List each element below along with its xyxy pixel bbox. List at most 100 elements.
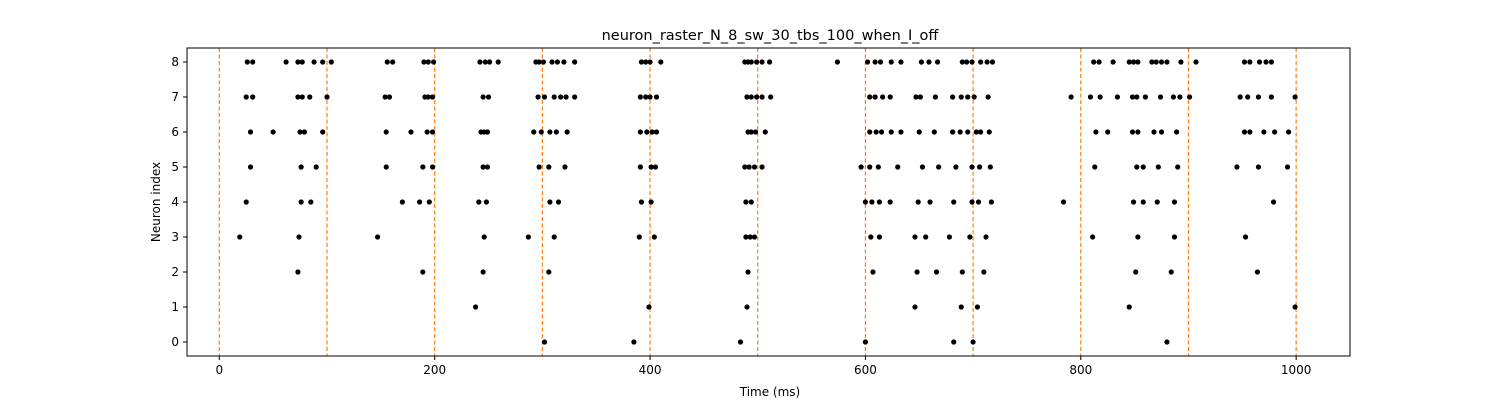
spike-point-n8-64 — [1263, 59, 1269, 65]
spike-point-n8-62 — [1247, 59, 1253, 65]
spike-point-n6-16 — [564, 129, 570, 135]
spike-point-n7-31 — [887, 94, 893, 100]
spike-point-n6-7 — [424, 129, 430, 135]
spike-point-n8-40 — [918, 59, 925, 65]
spike-point-n8-2 — [283, 59, 289, 65]
spike-point-n8-33 — [766, 59, 773, 65]
spike-point-n1-0 — [472, 304, 479, 310]
spike-point-n7-16 — [558, 94, 564, 100]
spike-point-n4-12 — [743, 199, 749, 205]
spike-point-n8-34 — [834, 59, 841, 65]
spike-point-n2-3 — [546, 269, 552, 275]
spike-point-n5-12 — [648, 164, 654, 170]
spike-point-n3-18 — [1090, 234, 1096, 240]
spike-point-n2-10 — [1133, 269, 1139, 275]
spike-point-n2-1 — [420, 269, 426, 275]
spike-point-n7-46 — [1142, 94, 1148, 100]
spike-point-n6-26 — [873, 129, 879, 135]
spike-point-n7-24 — [748, 94, 754, 100]
spike-point-n6-11 — [484, 129, 491, 135]
spike-point-n6-31 — [931, 129, 937, 135]
spike-point-n6-43 — [1158, 129, 1165, 135]
spike-point-n5-26 — [976, 164, 983, 170]
spike-point-n6-44 — [1174, 129, 1180, 135]
spike-point-n1-2 — [744, 304, 750, 310]
spike-point-n8-65 — [1268, 59, 1274, 65]
spike-point-n4-2 — [308, 199, 314, 205]
spike-point-n7-50 — [1186, 94, 1193, 100]
spike-point-n5-17 — [759, 164, 765, 170]
spike-point-n8-59 — [1178, 59, 1184, 65]
spike-point-n2-2 — [480, 269, 486, 275]
spike-point-n2-9 — [981, 269, 987, 275]
spike-point-n5-30 — [1140, 164, 1146, 170]
spike-point-n8-45 — [969, 59, 975, 65]
spike-point-n6-2 — [297, 129, 303, 135]
spike-point-n6-20 — [653, 129, 660, 135]
spike-point-n4-17 — [887, 199, 893, 205]
spike-point-n4-15 — [869, 199, 875, 205]
spike-point-n7-14 — [541, 94, 548, 100]
spike-point-n6-15 — [553, 129, 559, 135]
spike-point-n6-28 — [888, 129, 894, 135]
spike-point-n8-52 — [1126, 59, 1132, 65]
spike-point-n3-1 — [296, 234, 302, 240]
spike-point-n5-11 — [637, 164, 643, 170]
spike-point-n5-3 — [383, 164, 389, 170]
spike-point-n7-41 — [1087, 94, 1094, 100]
y-tick-label-5: 5 — [171, 160, 179, 174]
spike-point-n8-18 — [536, 59, 542, 65]
spike-point-n6-38 — [1093, 129, 1099, 135]
spike-point-n8-42 — [934, 59, 941, 65]
y-tick-label-4: 4 — [171, 195, 179, 209]
spike-point-n3-15 — [946, 234, 953, 240]
spike-point-n7-52 — [1245, 94, 1251, 100]
spike-point-n5-7 — [484, 164, 491, 170]
spike-point-n4-4 — [417, 199, 423, 205]
spike-point-n5-10 — [562, 164, 568, 170]
spike-point-n8-23 — [572, 59, 578, 65]
spike-point-n4-19 — [927, 199, 933, 205]
spike-point-n4-10 — [638, 199, 645, 205]
spike-point-n6-19 — [649, 129, 655, 135]
spike-point-n8-13 — [477, 59, 483, 65]
spike-point-n3-4 — [525, 234, 531, 240]
spike-point-n7-7 — [386, 94, 393, 100]
spike-point-n5-14 — [742, 164, 748, 170]
spike-point-n6-40 — [1129, 129, 1136, 135]
spike-point-n6-46 — [1247, 129, 1253, 135]
x-tick-label-400: 400 — [639, 363, 662, 377]
spike-point-n0-5 — [970, 339, 976, 345]
spike-point-n7-4 — [307, 94, 313, 100]
spike-point-n8-21 — [554, 59, 561, 65]
y-tick-label-0: 0 — [171, 335, 179, 349]
spike-point-n7-6 — [382, 94, 388, 100]
spike-point-n8-5 — [311, 59, 317, 65]
spike-point-n6-39 — [1105, 129, 1111, 135]
spike-point-n7-1 — [250, 94, 256, 100]
spike-point-n8-39 — [898, 59, 904, 65]
spike-point-n2-8 — [959, 269, 965, 275]
spike-point-n7-20 — [643, 94, 649, 100]
x-tick-label-600: 600 — [854, 363, 877, 377]
spike-point-n0-3 — [862, 339, 869, 345]
spike-point-n6-4 — [320, 129, 326, 135]
spike-point-n7-43 — [1114, 94, 1120, 100]
spike-point-n7-21 — [647, 94, 653, 100]
spike-point-n3-2 — [375, 234, 381, 240]
spike-point-n7-3 — [299, 94, 305, 100]
spike-point-n6-27 — [878, 129, 885, 135]
y-tick-label-8: 8 — [171, 55, 179, 69]
spike-point-n4-9 — [555, 199, 562, 205]
x-tick-label-0: 0 — [215, 363, 223, 377]
spike-point-n7-13 — [535, 94, 541, 100]
spike-point-n7-39 — [985, 94, 991, 100]
spike-point-n6-6 — [408, 129, 414, 135]
spike-point-n8-0 — [244, 59, 250, 65]
spike-point-n4-13 — [748, 199, 754, 205]
spike-point-n5-19 — [867, 164, 873, 170]
spike-point-n5-16 — [751, 164, 758, 170]
spike-point-n3-6 — [636, 234, 642, 240]
spike-point-n4-7 — [483, 199, 489, 205]
spike-point-n5-33 — [1234, 164, 1240, 170]
